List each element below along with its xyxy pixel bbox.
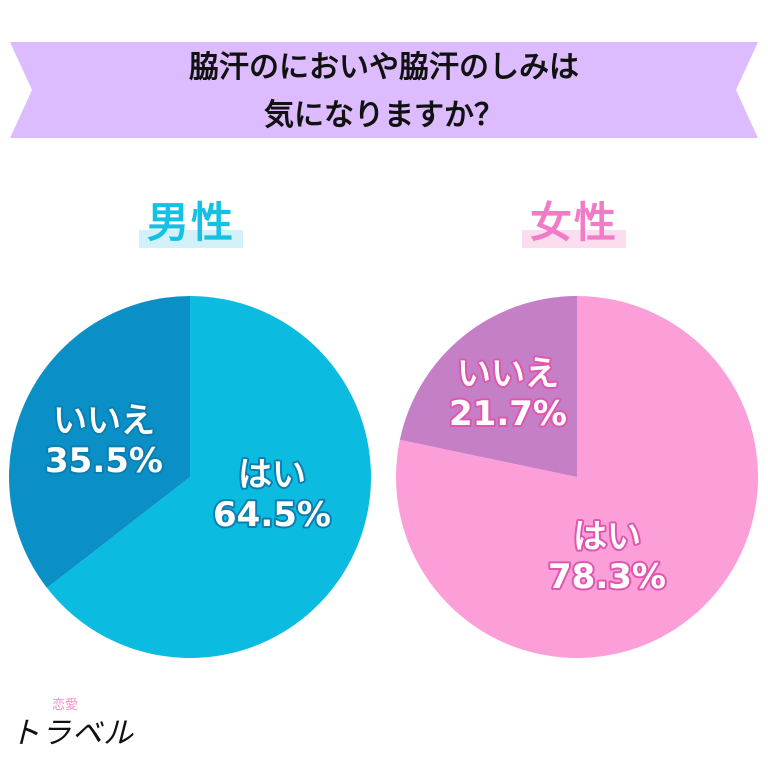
male-heading: 男性 xyxy=(91,196,291,250)
title-banner: 脇汗のにおいや脇汗のしみは 気になりますか？ xyxy=(0,0,768,160)
male-yes-label: はい xyxy=(238,455,306,495)
brand-logo-small: 恋愛 xyxy=(52,698,79,713)
male-yes-percent: 64.5% xyxy=(213,495,331,535)
chart-title: 脇汗のにおいや脇汗のしみは 気になりますか？ xyxy=(0,44,768,140)
female-pie-slice-no xyxy=(399,296,577,477)
female-yes-percent: 78.3% xyxy=(548,557,666,597)
male-no-label: いいえ xyxy=(53,401,155,441)
female-heading-highlight xyxy=(522,230,626,248)
banner-ribbon xyxy=(10,42,758,138)
male-no-percent: 35.5% xyxy=(45,441,163,481)
brand-logo-text: トラベル xyxy=(10,716,134,751)
brand-logo: 恋愛 トラベル xyxy=(10,694,150,754)
title-line-1: 脇汗のにおいや脇汗のしみは xyxy=(189,50,579,85)
male-pie-slice-yes xyxy=(46,296,372,659)
female-yes-label: はい xyxy=(573,517,641,557)
female-no-percent: 21.7% xyxy=(449,394,567,434)
male-heading-highlight xyxy=(139,230,243,248)
female-no-label: いいえ xyxy=(457,354,559,394)
female-heading: 女性 xyxy=(474,196,674,250)
male-pie-slice-no xyxy=(9,296,190,588)
male-heading-label: 男性 xyxy=(146,198,235,247)
title-line-2: 気になりますか？ xyxy=(264,98,504,133)
female-heading-label: 女性 xyxy=(529,198,618,247)
